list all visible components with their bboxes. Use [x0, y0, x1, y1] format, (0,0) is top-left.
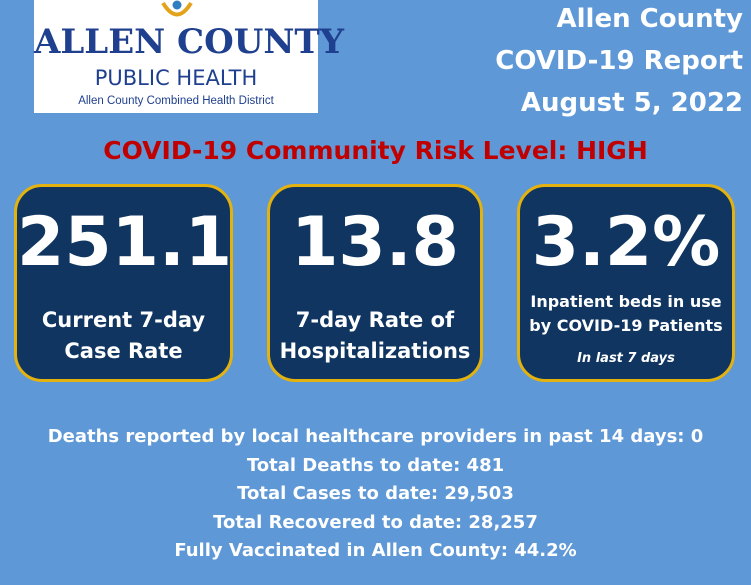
- case-rate-label: Current 7-day Case Rate: [17, 305, 230, 367]
- stat-total-recovered: Total Recovered to date: 28,257: [213, 511, 538, 533]
- header-county: Allen County: [556, 4, 743, 34]
- inpatient-beds-label-line2: by COVID-19 Patients: [529, 316, 723, 335]
- inpatient-beds-card: 3.2% Inpatient beds in use by COVID-19 P…: [517, 184, 735, 382]
- hospitalization-rate-card: 13.8 7-day Rate of Hospitalizations: [267, 184, 483, 382]
- stat-fully-vaccinated: Fully Vaccinated in Allen County: 44.2%: [174, 540, 577, 561]
- allen-county-public-health-logo: ALLEN COUNTY PUBLIC HEALTH Allen County …: [34, 0, 345, 113]
- case-rate-label-line2: Case Rate: [64, 339, 183, 363]
- stat-deaths-14-days: Deaths reported by local healthcare prov…: [47, 426, 704, 447]
- inpatient-beds-note: In last 7 days: [577, 351, 675, 366]
- summary-stats: Deaths reported by local healthcare prov…: [0, 423, 751, 566]
- hospitalization-rate-label-line1: 7-day Rate of: [295, 308, 455, 332]
- logo-subtitle: PUBLIC HEALTH: [94, 66, 258, 90]
- stat-total-cases: Total Cases to date: 29,503: [237, 483, 514, 504]
- header-report-title: COVID-19 Report: [495, 46, 743, 76]
- inpatient-beds-label: Inpatient beds in use by COVID-19 Patien…: [520, 290, 732, 338]
- logo-tagline: Allen County Combined Health District: [78, 95, 274, 107]
- person-figure-icon: [161, 0, 193, 17]
- inpatient-beds-label-line1: Inpatient beds in use: [530, 292, 722, 311]
- logo-name: ALLEN COUNTY: [34, 22, 345, 62]
- header-date: August 5, 2022: [520, 88, 743, 118]
- stat-total-deaths: Total Deaths to date: 481: [246, 454, 505, 476]
- case-rate-card: 251.1 Current 7-day Case Rate: [14, 184, 233, 382]
- case-rate-label-line1: Current 7-day: [41, 308, 206, 332]
- hospitalization-rate-label-line2: Hospitalizations: [279, 339, 471, 363]
- inpatient-beds-value: 3.2%: [531, 203, 721, 282]
- hospitalization-rate-label: 7-day Rate of Hospitalizations: [270, 305, 480, 367]
- hospitalization-rate-value: 13.8: [291, 203, 459, 282]
- risk-level-banner: COVID-19 Community Risk Level: HIGH: [103, 136, 648, 165]
- case-rate-value: 251.1: [17, 203, 233, 282]
